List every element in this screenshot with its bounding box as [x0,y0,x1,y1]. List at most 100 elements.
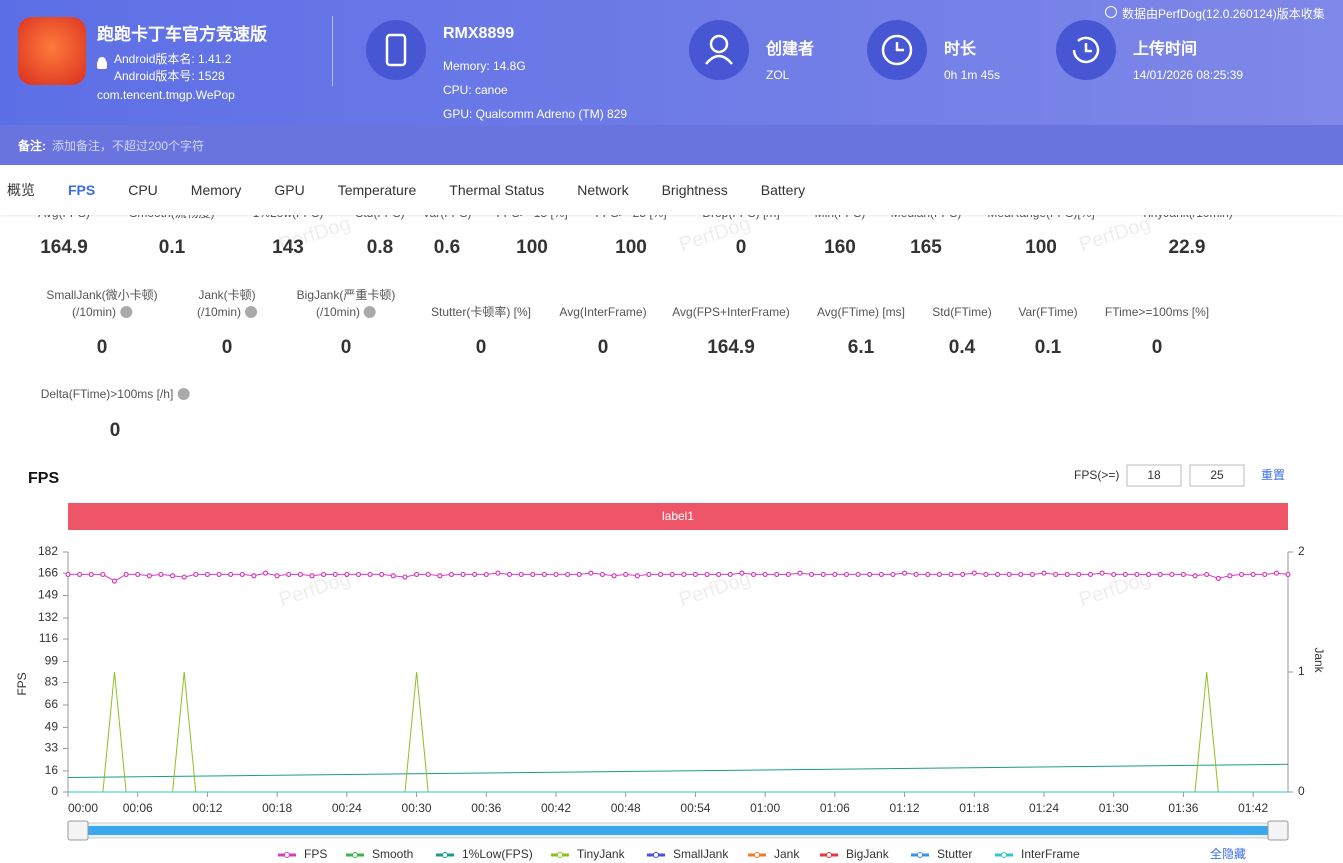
slider-handle[interactable] [1267,820,1289,841]
cpu: CPU: canoe [443,83,508,97]
tab[interactable]: Thermal Status [449,182,545,198]
point [809,571,815,578]
point [1192,573,1198,579]
point [448,571,455,578]
y-tick-label: 99 [45,654,59,668]
tab[interactable]: 概览 [7,182,35,198]
y-tick-label: 149 [38,588,58,602]
legend-label[interactable]: Stutter [937,847,972,861]
threshold-value[interactable]: 18 [1147,468,1161,482]
reset-button[interactable]: 重置 [1261,468,1285,482]
point [239,571,245,578]
legend-label[interactable]: Smooth [372,847,413,861]
point [169,573,176,579]
y-tick-label: 132 [38,610,58,624]
duration-label: 时长 [944,41,977,58]
metric-label: Var(FTime) [1018,305,1078,319]
divider [332,16,333,86]
y-axis-title: FPS [15,672,29,695]
legend-dot [352,852,358,858]
legend-label[interactable]: SmallJank [673,847,729,861]
x-tick-label: 01:18 [959,801,989,815]
threshold-input[interactable] [1189,464,1245,487]
header: 跑跑卡丁车官方竞速版 Android版本名: 1.41.2 Android版本号… [0,0,1343,125]
y-tick-label: 49 [45,720,59,734]
x-tick-label: 00:48 [611,801,641,815]
point [1145,571,1152,578]
point [1227,573,1233,579]
creator: ZOL [766,68,790,82]
metric-value: 0 [221,337,233,358]
point [506,571,513,578]
point [332,571,338,578]
threshold-value[interactable]: 25 [1210,468,1224,482]
legend-label[interactable]: 1%Low(FPS) [462,847,533,861]
point [669,571,675,578]
metric-value: 6.1 [847,337,875,358]
legend-label[interactable]: Jank [774,847,800,861]
tab[interactable]: FPS [68,182,96,198]
point [228,571,234,578]
point [1157,571,1163,578]
point [379,571,385,578]
legend-label[interactable]: BigJank [846,847,890,861]
gpu: GPU: Qualcomm Adreno (TM) 829 [443,107,628,121]
point [355,571,362,578]
tab[interactable]: GPU [274,182,305,198]
legend-dot [917,852,923,858]
metric-label: Avg(InterFrame) [559,305,647,319]
x-tick-label: 00:36 [471,801,501,815]
point [588,570,594,576]
metric-value: 0 [340,337,352,358]
point [413,571,420,578]
point [111,578,118,584]
watermark: PerfDog [276,213,353,257]
slider-handle[interactable] [67,820,89,841]
version-name: Android版本名: 1.41.2 [114,52,232,66]
threshold-label: FPS(>=) [1074,468,1119,482]
hide-all-button[interactable]: 全隐藏 [1210,846,1246,861]
x-tick-label: 00:54 [680,801,710,815]
point [855,571,861,578]
tab[interactable]: Network [577,182,629,198]
duration-icon [867,20,927,80]
legend-label[interactable]: TinyJank [577,847,626,861]
point [1238,571,1245,578]
point [1029,571,1035,578]
label-band [68,503,1288,530]
tab[interactable]: Brightness [661,182,728,198]
metric-value: 164.9 [40,237,88,258]
point [704,571,710,578]
note-bar: 备注: 添加备注，不超过200个字符 [0,125,1343,165]
point [344,571,350,578]
y-tick-label: 16 [45,763,59,777]
point [971,570,977,576]
point [367,571,373,578]
metric-label: FTime>=100ms [%] [1104,305,1210,319]
point [100,571,106,578]
legend-label[interactable]: InterFrame [1021,847,1080,861]
tab[interactable]: Memory [190,182,242,198]
series-line [67,763,1289,778]
legend-label[interactable]: FPS [304,847,327,861]
metric-value: 0.1 [158,237,186,258]
y-tick-label: 33 [45,741,59,755]
point [820,571,826,578]
help-icon [120,306,133,318]
note-input[interactable]: 添加备注，不超过200个字符 [52,139,205,153]
device: RMX8899 [443,25,515,42]
device-icon [366,20,426,80]
point [913,571,919,578]
legend-dot [284,852,290,858]
point [960,571,966,578]
tab[interactable]: Battery [760,182,806,198]
tab[interactable]: CPU [128,182,158,198]
android-icon [97,57,107,69]
tab[interactable]: Temperature [337,182,417,198]
point [948,571,954,578]
point [146,573,152,579]
threshold-input[interactable] [1126,464,1182,487]
point [692,571,699,578]
metric-value: 100 [516,237,548,258]
